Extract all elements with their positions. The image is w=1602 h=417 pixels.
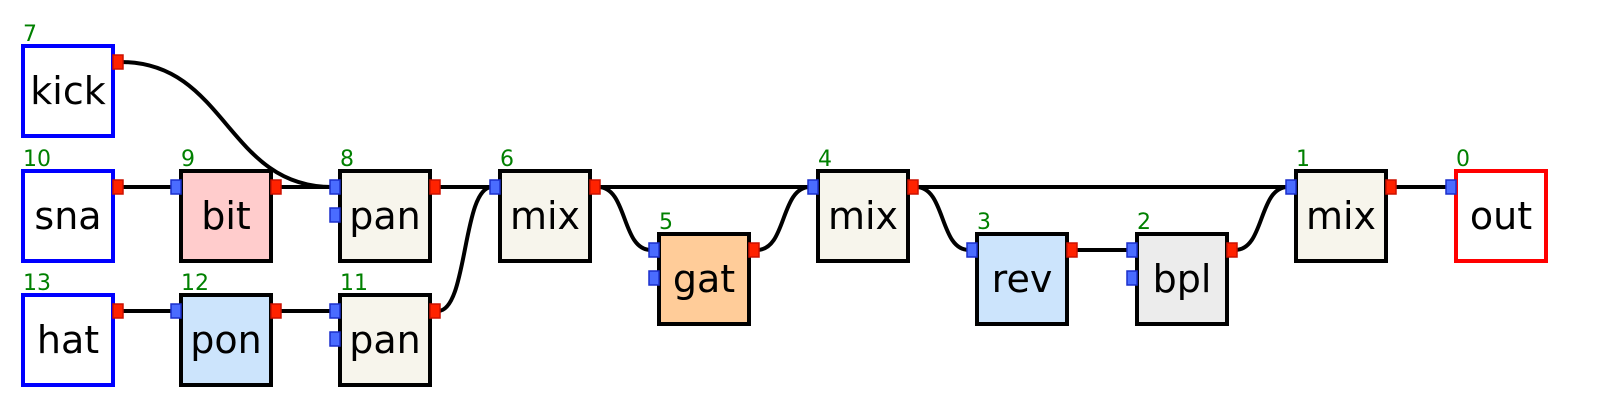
- input-port-1[interactable]: [1126, 270, 1138, 286]
- wire-11-to-6: [437, 185, 493, 313]
- node-box: [498, 169, 592, 263]
- input-port-0[interactable]: [648, 242, 660, 258]
- output-port[interactable]: [270, 179, 282, 195]
- node-sna-10[interactable]: sna 10: [21, 147, 124, 263]
- input-port-0[interactable]: [1126, 242, 1138, 258]
- node-box: [1294, 169, 1388, 263]
- output-port[interactable]: [112, 303, 124, 319]
- wire-layer: [120, 60, 1449, 314]
- node-id-label: 3: [977, 210, 991, 235]
- node-id-label: 0: [1456, 147, 1470, 172]
- node-label: pan: [349, 194, 421, 238]
- node-pan-8[interactable]: pan 8: [329, 147, 441, 263]
- output-port[interactable]: [429, 179, 441, 195]
- node-id-label: 5: [659, 210, 673, 235]
- output-port[interactable]: [1066, 242, 1078, 258]
- input-port-1[interactable]: [329, 207, 341, 223]
- output-port[interactable]: [907, 179, 919, 195]
- node-box: [1135, 232, 1229, 326]
- node-label: gat: [673, 257, 735, 301]
- node-layer: kick7sna10hat13bit9pon12pan8pan11mix6gat…: [21, 22, 1548, 387]
- node-id-label: 13: [23, 271, 51, 296]
- node-mix-4[interactable]: mix 4: [807, 147, 919, 263]
- node-id-label: 12: [181, 271, 209, 296]
- node-id-label: 10: [23, 147, 51, 172]
- node-box: [179, 293, 273, 387]
- output-port[interactable]: [429, 303, 441, 319]
- output-port[interactable]: [748, 242, 760, 258]
- output-port[interactable]: [112, 54, 124, 70]
- node-id-label: 7: [23, 22, 37, 47]
- output-port[interactable]: [1226, 242, 1238, 258]
- node-label: pan: [349, 318, 421, 362]
- wire-4-to-3: [915, 185, 970, 252]
- input-port-0[interactable]: [489, 179, 501, 195]
- node-id-label: 9: [181, 147, 195, 172]
- node-box: [338, 169, 432, 263]
- node-id-label: 1: [1296, 147, 1310, 172]
- input-port-1[interactable]: [648, 270, 660, 286]
- node-hat-13[interactable]: hat 13: [21, 271, 124, 387]
- output-port[interactable]: [270, 303, 282, 319]
- node-box: [657, 232, 751, 326]
- node-id-label: 11: [340, 271, 368, 296]
- node-box: [816, 169, 910, 263]
- node-box: [21, 169, 115, 263]
- node-label: sna: [34, 194, 101, 238]
- node-box: [179, 169, 273, 263]
- input-port-0[interactable]: [807, 179, 819, 195]
- node-mix-6[interactable]: mix 6: [489, 147, 601, 263]
- input-port-0[interactable]: [1285, 179, 1297, 195]
- wire-6-to-5: [597, 185, 652, 252]
- node-label: out: [1470, 194, 1532, 238]
- node-box: [338, 293, 432, 387]
- node-box: [975, 232, 1069, 326]
- node-label: bpl: [1153, 257, 1212, 301]
- wire-2-to-1: [1234, 185, 1289, 252]
- node-id-label: 4: [818, 147, 832, 172]
- wire-5-to-4: [756, 185, 811, 252]
- node-label: kick: [30, 69, 105, 113]
- node-box: [1454, 169, 1548, 263]
- node-label: mix: [510, 194, 580, 238]
- output-port[interactable]: [1385, 179, 1397, 195]
- node-mix-1[interactable]: mix 1: [1285, 147, 1397, 263]
- node-id-label: 6: [500, 147, 514, 172]
- input-port-0[interactable]: [1445, 179, 1457, 195]
- node-box: [21, 293, 115, 387]
- input-port-0[interactable]: [170, 179, 182, 195]
- node-id-label: 8: [340, 147, 354, 172]
- node-label: pon: [190, 318, 261, 362]
- node-label: hat: [37, 318, 99, 362]
- input-port-0[interactable]: [329, 179, 341, 195]
- input-port-0[interactable]: [966, 242, 978, 258]
- input-port-1[interactable]: [329, 331, 341, 347]
- input-port-0[interactable]: [170, 303, 182, 319]
- node-label: mix: [828, 194, 898, 238]
- node-label: mix: [1306, 194, 1376, 238]
- node-kick-7[interactable]: kick 7: [21, 22, 124, 138]
- wire-7-to-8: [120, 60, 333, 189]
- node-label: rev: [992, 257, 1053, 301]
- output-port[interactable]: [112, 179, 124, 195]
- input-port-0[interactable]: [329, 303, 341, 319]
- node-pon-12[interactable]: pon 12: [170, 271, 282, 387]
- node-box: [21, 44, 115, 138]
- output-port[interactable]: [589, 179, 601, 195]
- node-pan-11[interactable]: pan 11: [329, 271, 441, 387]
- node-id-label: 2: [1137, 210, 1151, 235]
- node-label: bit: [201, 194, 251, 238]
